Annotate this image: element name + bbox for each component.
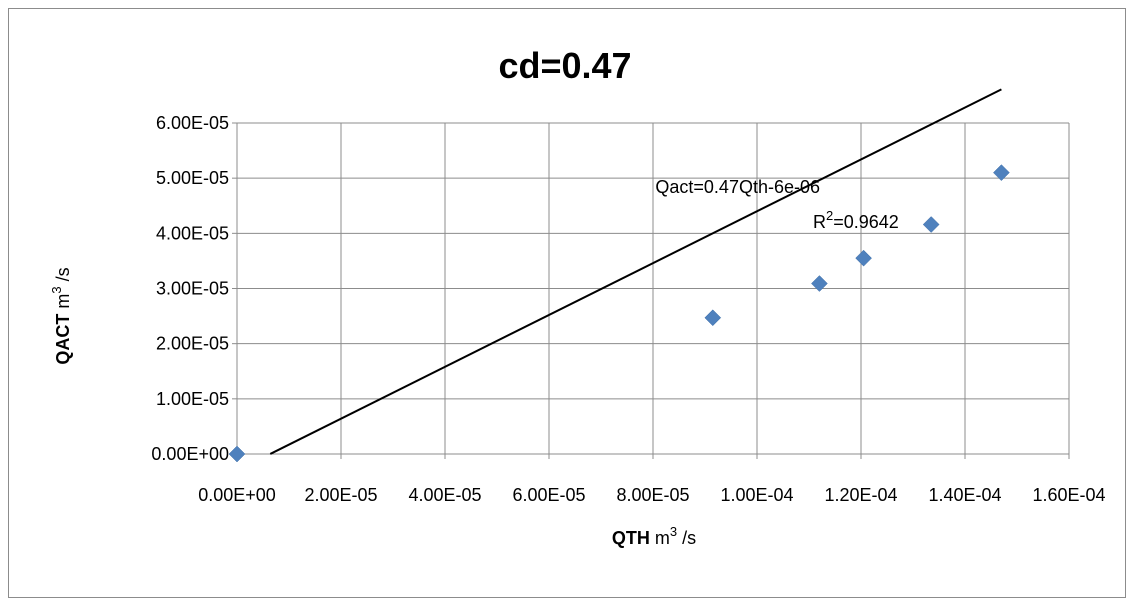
linear-trendline bbox=[269, 88, 1002, 455]
x-tick-label: 1.40E-04 bbox=[928, 485, 1001, 505]
y-axis-title-sup: 3 bbox=[49, 286, 64, 293]
y-tick-label: 2.00E-05 bbox=[156, 334, 229, 354]
y-tick-label: 4.00E-05 bbox=[156, 223, 229, 243]
gridlines bbox=[237, 122, 1070, 454]
x-tick-label: 1.60E-04 bbox=[1032, 485, 1105, 505]
y-axis-title-bold: QACT bbox=[53, 314, 73, 365]
x-axis-title-tail: /s bbox=[677, 528, 696, 548]
x-tick-labels: 0.00E+00 2.00E-05 4.00E-05 6.00E-05 8.00E-05… bbox=[198, 485, 1105, 505]
r-squared-superscript: 2 bbox=[826, 208, 833, 223]
data-point bbox=[704, 309, 722, 327]
x-tick-label: 6.00E-05 bbox=[512, 485, 585, 505]
data-points bbox=[228, 164, 1010, 463]
x-axis-title-bold: QTH bbox=[612, 528, 650, 548]
data-point bbox=[922, 216, 940, 233]
y-tick-label: 6.00E-05 bbox=[156, 113, 229, 133]
axes bbox=[232, 122, 1070, 459]
x-tick-label: 8.00E-05 bbox=[616, 485, 689, 505]
data-point bbox=[855, 249, 872, 267]
y-axis-title: QACT m3 /s bbox=[49, 267, 73, 364]
y-axis-title-unit: m bbox=[53, 294, 73, 314]
x-tick-label: 2.00E-05 bbox=[304, 485, 377, 505]
x-tick-label: 1.00E-04 bbox=[720, 485, 793, 505]
x-axis-title-unit: m bbox=[650, 528, 670, 548]
y-tick-label: 1.00E-05 bbox=[156, 389, 229, 409]
y-tick-label: 3.00E-05 bbox=[156, 279, 229, 299]
y-tick-labels: 0.00E+00 1.00E-05 2.00E-05 3.00E-05 4.00E-05… bbox=[151, 113, 229, 464]
x-tick-label: 0.00E+00 bbox=[198, 485, 276, 505]
chart-title: cd=0.47 bbox=[498, 45, 631, 86]
x-tick-label: 4.00E-05 bbox=[408, 485, 481, 505]
trendline-equation: Qact=0.47Qth-6e-06 bbox=[655, 177, 820, 197]
r-squared-value: =0.9642 bbox=[833, 212, 899, 232]
x-axis-title: QTH m3 /s bbox=[612, 524, 696, 548]
x-tick-label: 1.20E-04 bbox=[824, 485, 897, 505]
y-tick-label: 5.00E-05 bbox=[156, 168, 229, 188]
y-tick-label: 0.00E+00 bbox=[151, 444, 229, 464]
y-axis-title-tail: /s bbox=[53, 267, 73, 286]
data-point bbox=[993, 164, 1010, 182]
chart-area bbox=[8, 8, 1126, 598]
data-point bbox=[811, 275, 828, 292]
r-squared-prefix: R bbox=[813, 212, 826, 232]
trendline-group bbox=[269, 88, 1002, 455]
r-squared-label: R2=0.9642 bbox=[813, 208, 899, 232]
data-point bbox=[228, 445, 246, 463]
x-axis-title-sup: 3 bbox=[670, 524, 677, 539]
